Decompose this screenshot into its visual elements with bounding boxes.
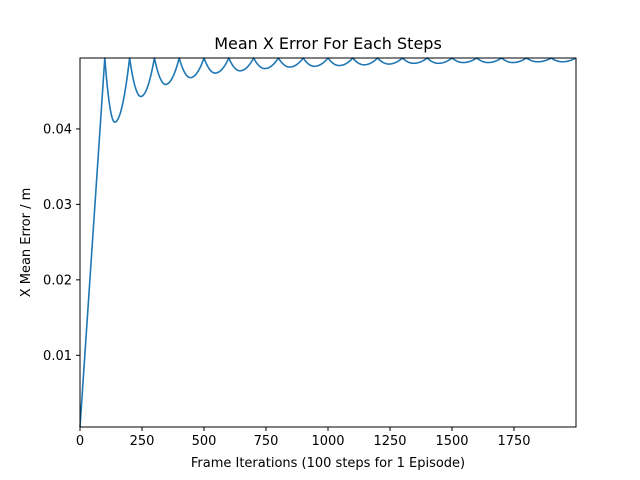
x-tick-label: 250 [130, 434, 155, 449]
x-tick-label: 0 [76, 434, 84, 449]
plot-area [79, 57, 577, 428]
x-axis: 0 250 500 750 1000 1250 1500 1750 [76, 427, 531, 449]
x-tick-label: 750 [254, 434, 279, 449]
series-line-x-mean-error [79, 57, 577, 428]
x-tick-label: 1750 [497, 434, 530, 449]
chart-title: Mean X Error For Each Steps [214, 34, 442, 53]
x-tick-label: 1000 [311, 434, 344, 449]
x-axis-label: Frame Iterations (100 steps for 1 Episod… [191, 456, 465, 471]
y-tick-label: 0.02 [43, 273, 72, 288]
y-axis-label: X Mean Error / m [19, 188, 34, 298]
x-tick-label: 1250 [373, 434, 406, 449]
y-tick-label: 0.03 [43, 198, 72, 213]
y-tick-label: 0.04 [43, 122, 72, 137]
y-axis: 0.01 0.02 0.03 0.04 [43, 122, 80, 364]
y-tick-label: 0.01 [43, 349, 72, 364]
x-tick-label: 500 [192, 434, 217, 449]
x-tick-label: 1500 [435, 434, 468, 449]
